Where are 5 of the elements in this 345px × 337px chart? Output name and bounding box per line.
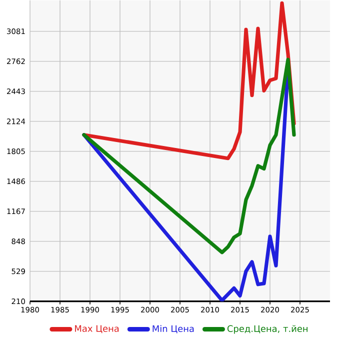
legend-label: Min Цена: [152, 324, 194, 334]
line-series: [82, 58, 296, 254]
line-series: [82, 1, 296, 160]
legend-label: Сред.Цена, т.йен: [227, 324, 308, 334]
legend-label: Max Цена: [75, 325, 119, 333]
